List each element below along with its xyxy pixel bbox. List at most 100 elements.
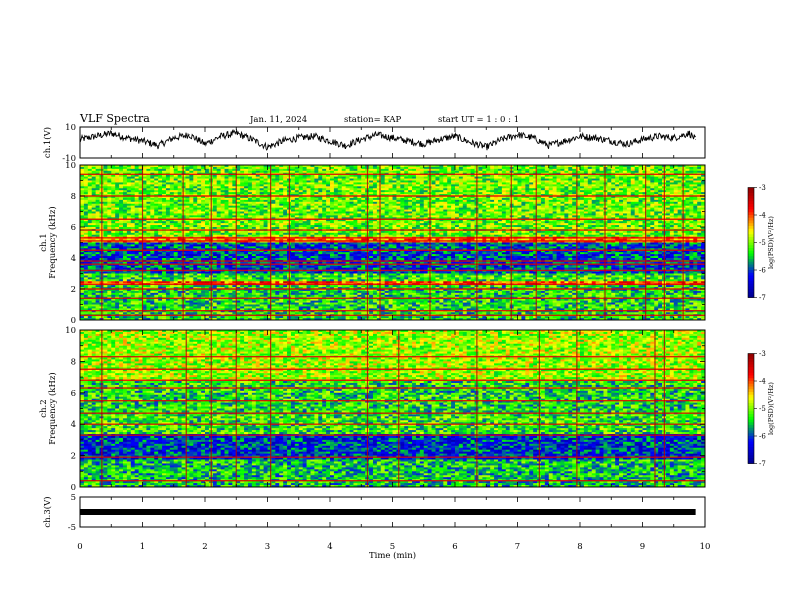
ch1-spectrogram-cell (333, 182, 339, 185)
ch1-spectrogram-cell (165, 182, 171, 185)
ch1-spectrogram-cell (431, 166, 436, 170)
ch1-spectrogram-cell (318, 188, 323, 191)
ch1-spectrogram-cell (431, 184, 436, 187)
ch1-spectrogram-cell (630, 170, 636, 174)
ch1-spectrogram-cell (591, 165, 597, 168)
ch1-spectrogram-cell (322, 184, 327, 187)
ch1-spectrogram-cell (138, 178, 143, 181)
ch1-spectrogram-cell (533, 168, 538, 172)
ch1-spectrogram-cell (642, 184, 647, 187)
ch1-spectrogram-cell (107, 174, 112, 178)
ch1-spectrogram-cell (103, 182, 108, 185)
ch1-spectrogram-cell (224, 184, 229, 187)
ch1-spectrogram-cell (587, 190, 593, 193)
ch1-spectrogram-cell (408, 180, 413, 183)
ch1-spectrogram-cell (494, 188, 499, 191)
ch1-spectrogram-cell (302, 178, 307, 181)
ch1-spectrogram-cell (576, 184, 581, 187)
ch1-spectrogram-cell (388, 178, 393, 181)
ch1-spectrogram-cell (314, 176, 319, 179)
ch1-spectrogram-cell (87, 174, 93, 178)
ch1-spectrogram-cell (193, 188, 198, 191)
ch1-spectrogram-cell (341, 186, 347, 189)
ch1-spectrogram-cell (439, 186, 444, 189)
ch1-spectrogram-cell (142, 186, 147, 189)
ch1-spectrogram-cell (529, 165, 534, 168)
ch1-spectrogram-cell (310, 184, 315, 187)
ch1-spectrogram-cell (615, 184, 620, 187)
ch1-spectrogram-cell (415, 165, 421, 168)
ch1-spectrogram-cell (95, 192, 100, 195)
ch1-waveform-point (360, 139, 362, 140)
ch1-spectrogram-cell (380, 165, 386, 168)
ch1-spectrogram-cell (376, 188, 382, 191)
ch1-waveform-point (695, 139, 697, 140)
ch1-spectrogram-cell (302, 182, 307, 185)
ch1-spectrogram-cell (466, 180, 472, 183)
ch1-spectrogram-cell (490, 184, 495, 187)
ch1-spectrogram-cell (435, 178, 440, 181)
ch1-spectrogram-cell (701, 182, 706, 185)
ch1-spectrogram-cell (677, 184, 682, 187)
ch1-spectrogram-cell (380, 190, 386, 193)
ch1-spectrogram-cell (224, 190, 229, 193)
ch1-spectrogram-cell (216, 182, 222, 185)
ch1-spectrogram-cell (107, 182, 112, 185)
ch1-spectrogram-cell (611, 166, 616, 170)
ch1-spectrogram-cell (650, 182, 655, 185)
ch1-spectrogram-cell (568, 186, 573, 189)
ch1-spectrogram-cell (357, 188, 362, 191)
ch1-spectrogram-cell (415, 178, 421, 181)
ch1-spectrogram-cell (458, 180, 464, 183)
ch1-spectrogram-cell (626, 168, 632, 172)
ch1-spectrogram-cell (404, 188, 409, 191)
ch1-spectrogram-cell (314, 188, 319, 191)
ch1-spectrogram-cell (533, 180, 538, 183)
ch1-spectrogram-cell (122, 176, 128, 179)
ch1-spectrogram-cell (462, 170, 468, 174)
ch1-spectrogram-cell (404, 184, 409, 187)
ch1-spectrogram-cell (130, 180, 136, 183)
ch1-spectrogram-cell (431, 174, 436, 178)
ch1-spectrogram-cell (435, 170, 440, 174)
ch1-spectrogram-cell (595, 166, 600, 170)
ch1-spectrogram-cell (583, 165, 589, 168)
ch1-spectrogram-cell (517, 174, 522, 178)
ch1-spectrogram-cell (564, 176, 569, 179)
ch1-spectrogram-cell (658, 184, 663, 187)
ch1-spectrogram-cell (470, 188, 475, 191)
ch1-spectrogram-cell (619, 165, 624, 168)
ch1-spectrogram-cell (95, 186, 100, 189)
ch1-spectrogram-cell (419, 180, 425, 183)
ch1-spectrogram-cell (150, 188, 155, 191)
ch1-spectrogram-cell (134, 178, 139, 181)
ch1-spectrogram-cell (236, 190, 241, 193)
ch1-spectrogram-cell (138, 192, 143, 195)
ch1-spectrogram-cell (521, 180, 526, 183)
ch1-spectrogram-cell (599, 174, 604, 178)
ch1-spectrogram-cell (197, 184, 202, 187)
ch1-spectrogram-cell (677, 186, 682, 189)
ch1-spectrogram-cell (494, 174, 499, 178)
ch1-spectrogram-cell (189, 184, 194, 187)
ch1-spectrogram-cell (630, 184, 636, 187)
ch1-spectrogram-cell (353, 182, 358, 185)
ch1-spectrogram-cell (607, 165, 612, 168)
ch1-spectrogram-cell (314, 170, 319, 174)
ch1-spectrogram-cell (622, 176, 628, 179)
ch1-spectrogram-cell (533, 176, 538, 179)
ch1-spectrogram-cell (314, 186, 319, 189)
ch1-spectrogram-cell (556, 176, 561, 179)
ch1-spectrogram-cell (388, 170, 393, 174)
ch1-spectrogram-cell (626, 178, 632, 181)
ch1-spectrogram-cell (455, 165, 460, 168)
ch1-spectrogram-cell (236, 188, 241, 191)
ch1-spectrogram-cell (95, 166, 100, 170)
ch1-spectrogram-cell (201, 180, 206, 183)
ch1-spectrogram-cell (572, 180, 577, 183)
ch1-spectrogram-cell (447, 170, 452, 174)
ch1-spectrogram-cell (220, 178, 225, 181)
ch1-spectrogram-cell (290, 176, 296, 179)
ch1-spectrogram-cell (275, 182, 280, 185)
ch1-spectrogram-cell (548, 170, 554, 174)
